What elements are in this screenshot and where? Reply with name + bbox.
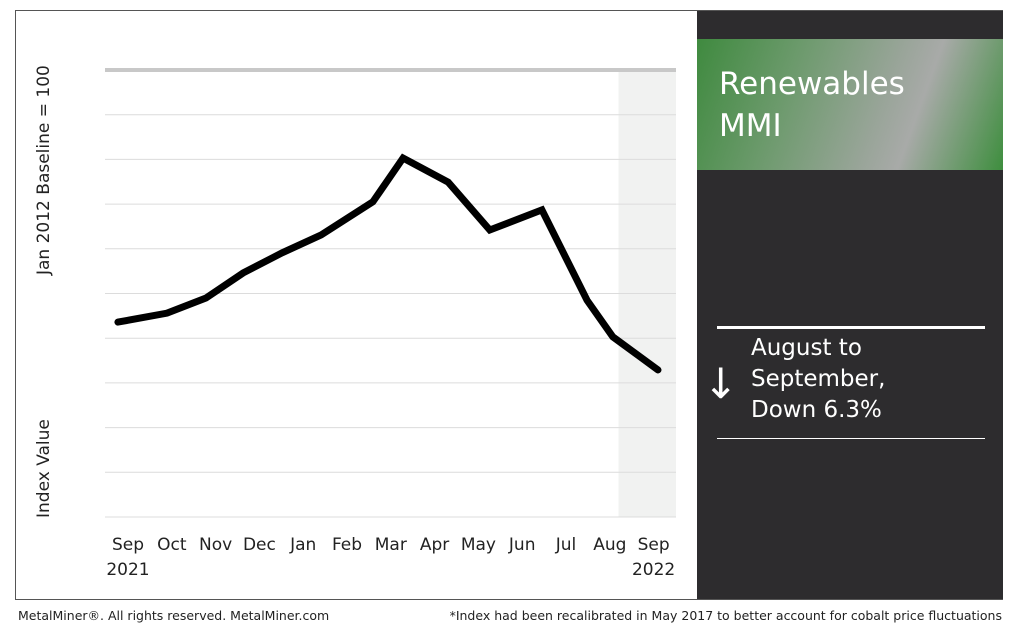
x-tick-label: Nov (199, 535, 232, 555)
x-tick-label: Mar (375, 535, 407, 555)
down-arrow-icon: ↓ (703, 359, 739, 408)
divider-top (717, 326, 985, 329)
x-tick-label: Dec (243, 535, 276, 555)
y-axis-label-top: Jan 2012 Baseline = 100 (34, 65, 54, 276)
x-tick-label: Sep (638, 535, 670, 555)
change-line-3: Down 6.3% (751, 397, 882, 423)
x-tick-label: Jul (555, 535, 577, 555)
x-tick-label: Apr (420, 535, 449, 555)
y-axis-label-bottom: Index Value (34, 419, 54, 518)
x-tick-label: Jun (508, 535, 536, 555)
series-line (114, 153, 662, 374)
footer-copyright: MetalMiner®. All rights reserved. MetalM… (18, 608, 330, 623)
divider-bottom (717, 438, 985, 439)
change-summary: August to September, Down 6.3% (751, 333, 885, 426)
x-tick-label: Feb (332, 535, 362, 555)
title-line-1: Renewables (719, 66, 905, 102)
x-tick-label: Aug (593, 535, 626, 555)
x-year-label: 2021 (106, 560, 149, 580)
title-line-2: MMI (719, 108, 782, 144)
x-tick-label: Oct (157, 535, 187, 555)
x-tick-label: May (461, 535, 496, 555)
footer-note: *Index had been recalibrated in May 2017… (449, 608, 1002, 623)
change-line-1: August to (751, 335, 862, 361)
change-line-2: September, (751, 366, 886, 392)
x-year-label: 2022 (632, 560, 675, 580)
line-chart: Sep Oct Nov Dec Jan Feb Mar Apr May Jun Jul Aug Sep 2… (34, 65, 676, 580)
panel-title: Renewables MMI (719, 63, 905, 147)
title-banner: Renewables MMI (697, 39, 1003, 170)
x-tick-label: Sep (112, 535, 144, 555)
info-panel: Renewables MMI ↓ August to September, Do… (697, 11, 1003, 599)
x-tick-label: Jan (289, 535, 316, 555)
